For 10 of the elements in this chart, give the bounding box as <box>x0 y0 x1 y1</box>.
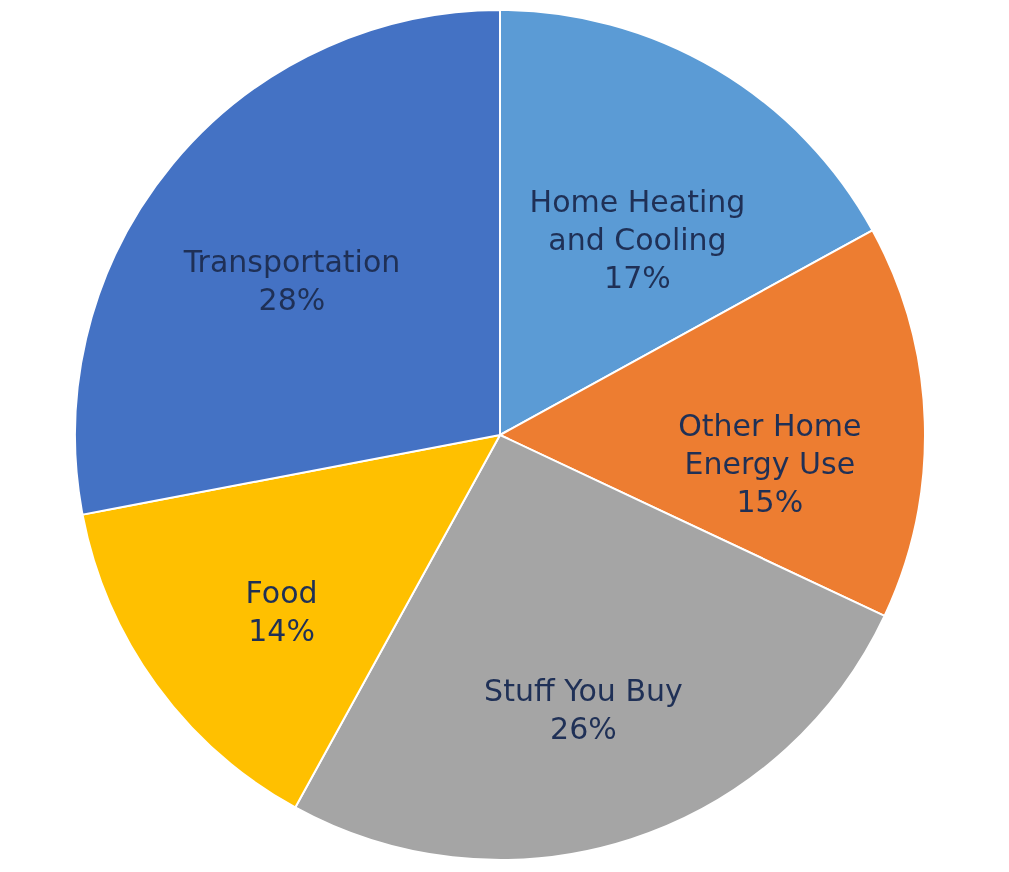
data-label: 17% <box>604 259 671 295</box>
slice-label: Other Home Energy Use <box>678 407 862 481</box>
data-label: 14% <box>248 612 315 648</box>
data-label: 26% <box>550 710 617 746</box>
slice-label: Transportation <box>182 243 401 279</box>
slice-label: Home Heating and Cooling <box>529 183 746 257</box>
data-label: 15% <box>736 483 804 519</box>
slice-label: Food <box>245 574 318 610</box>
data-label: 28% <box>258 281 326 317</box>
slice-label: Stuff You Buy <box>484 672 683 708</box>
